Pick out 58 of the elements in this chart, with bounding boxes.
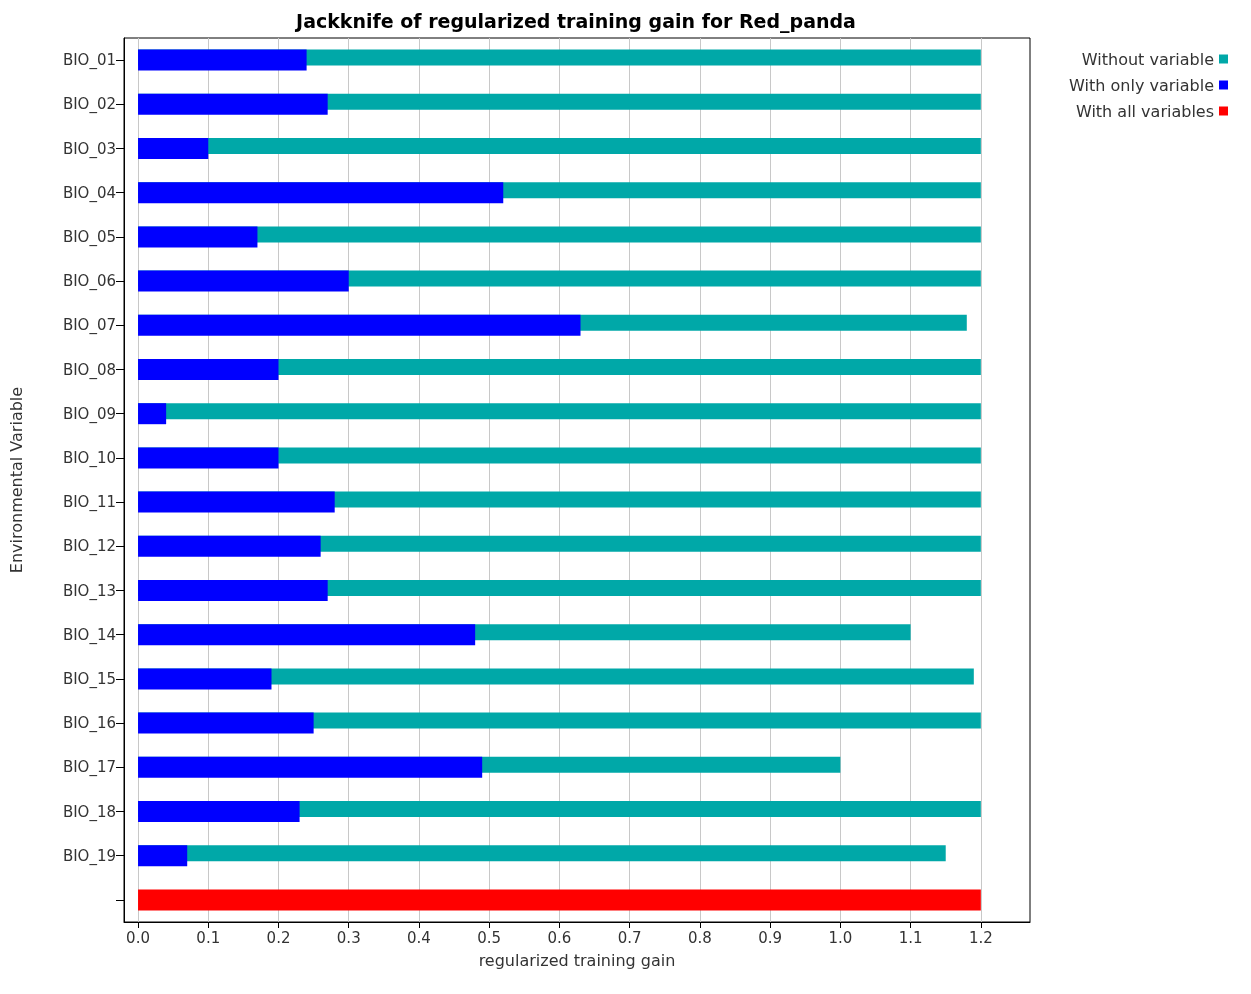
- y-tick-label: BIO_12: [62, 537, 116, 557]
- bar: [138, 182, 504, 204]
- x-tick-label: 0.8: [687, 928, 712, 947]
- bar: [138, 535, 321, 557]
- x-tick-label: 0.0: [126, 928, 150, 947]
- y-tick-label: BIO_09: [62, 404, 116, 424]
- legend-label: Without variable: [1081, 49, 1214, 69]
- x-tick-label: 0.3: [336, 928, 361, 947]
- y-tick-label: BIO_11: [62, 493, 116, 513]
- x-tick-label: 0.6: [547, 928, 572, 947]
- x-tick-label: 0.9: [758, 928, 783, 947]
- chart-title: Jackknife of regularized training gain for Red_panda: [294, 9, 856, 33]
- y-axis-title: Environmental Variable: [6, 386, 26, 574]
- bar: [138, 491, 335, 513]
- y-tick-label: BIO_15: [62, 669, 116, 689]
- x-tick-label: 0.1: [196, 928, 221, 947]
- bar: [138, 845, 188, 867]
- y-tick-label: BIO_14: [62, 625, 116, 645]
- y-tick-label: BIO_18: [62, 802, 116, 822]
- bar: [138, 889, 981, 911]
- y-tick-label: BIO_19: [62, 846, 116, 866]
- x-tick-label: 0.4: [407, 928, 431, 947]
- y-tick-label: BIO_04: [62, 183, 116, 203]
- y-tick-label: BIO_05: [62, 227, 116, 247]
- bar: [138, 447, 279, 469]
- y-tick-label: BIO_16: [62, 714, 116, 734]
- y-tick-label: BIO_13: [62, 581, 116, 601]
- bar: [138, 93, 328, 115]
- x-tick-label: 1.1: [898, 928, 923, 947]
- y-tick-label: BIO_10: [62, 448, 116, 468]
- bar: [138, 359, 279, 380]
- legend-label: With all variables: [1075, 101, 1214, 121]
- x-tick-label: 0.5: [477, 928, 502, 947]
- y-tick-label: BIO_02: [62, 95, 116, 115]
- bar: [138, 580, 328, 601]
- y-tick-label: BIO_06: [62, 272, 116, 292]
- bar: [138, 270, 349, 292]
- y-tick-label: BIO_01: [62, 51, 116, 71]
- bar: [138, 138, 209, 159]
- bar: [138, 712, 314, 734]
- bar: [138, 801, 300, 822]
- x-tick-label: 1.0: [828, 928, 853, 947]
- y-tick-label: BIO_03: [62, 139, 116, 159]
- x-axis-title: regularized training gain: [478, 950, 676, 970]
- y-tick-label: BIO_08: [62, 360, 116, 380]
- y-tick-label: BIO_07: [62, 316, 116, 336]
- x-tick-label: 0.2: [266, 928, 291, 947]
- y-tick-label: BIO_17: [62, 758, 116, 778]
- bar: [138, 624, 476, 646]
- x-tick-label: 0.7: [617, 928, 642, 947]
- bar: [138, 226, 258, 248]
- bar: [138, 314, 581, 336]
- legend-label: With only variable: [1069, 75, 1214, 95]
- bar: [138, 756, 483, 778]
- bar: [138, 49, 307, 71]
- bar: [138, 403, 167, 425]
- bar: [138, 668, 272, 690]
- x-tick-label: 1.2: [968, 928, 993, 947]
